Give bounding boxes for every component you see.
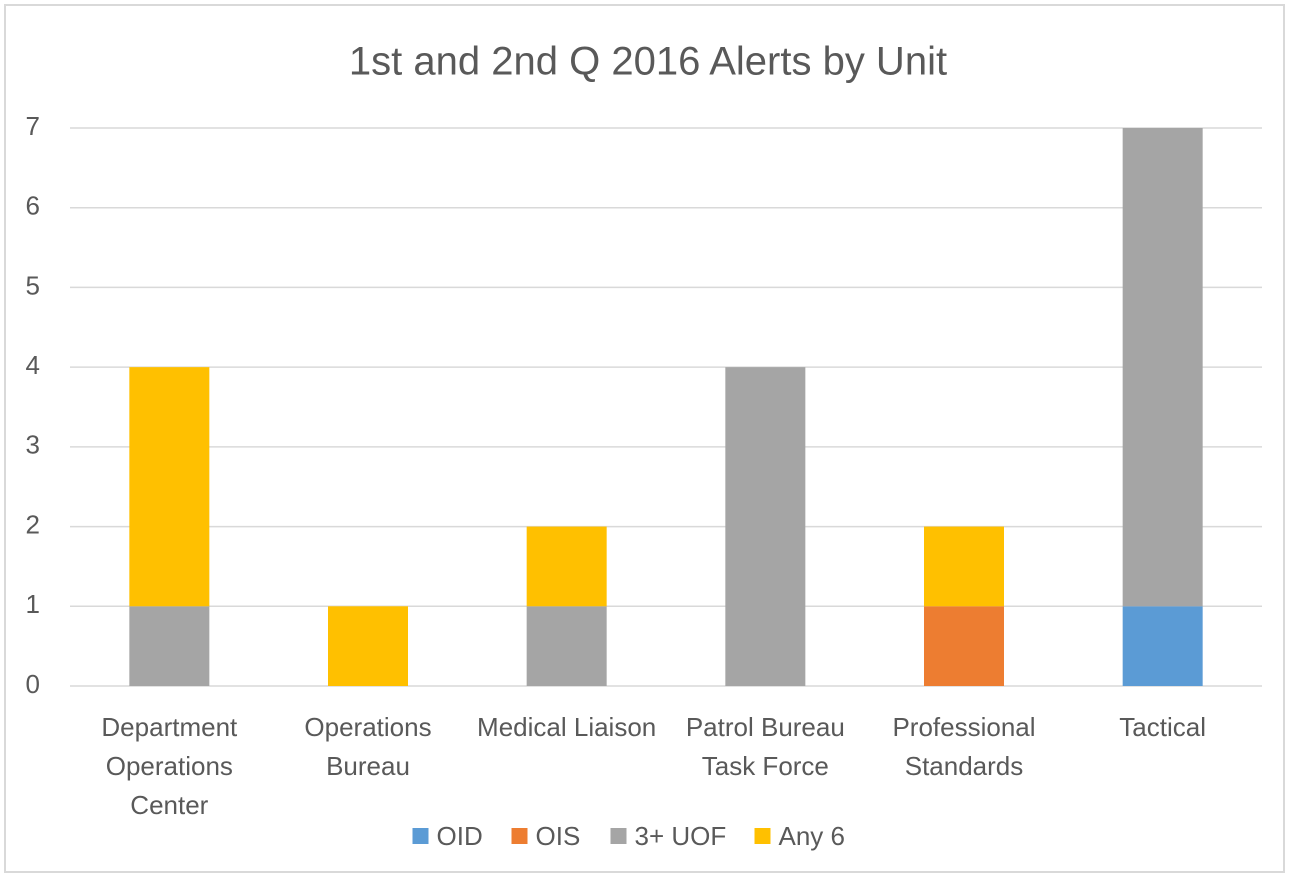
bar-segment (129, 367, 210, 607)
x-tick-label: Professional Standards (892, 712, 1036, 781)
y-tick-label: 6 (26, 191, 40, 221)
y-tick-label: 7 (26, 111, 40, 141)
legend-swatch (511, 828, 528, 844)
y-tick-label: 0 (26, 669, 40, 699)
x-tick-label: Patrol Bureau Task Force (685, 712, 845, 781)
x-tick-label: Operations Bureau (304, 712, 432, 781)
legend-swatch (412, 828, 429, 844)
y-tick-label: 5 (26, 270, 40, 300)
bar-segment (328, 606, 408, 686)
legend-label: Any 6 (779, 821, 846, 851)
legend-label: OIS (536, 821, 581, 851)
bar-segment (526, 526, 607, 607)
y-tick-label: 4 (26, 350, 40, 380)
legend-swatch (610, 828, 627, 844)
chart-frame (4, 4, 1285, 873)
x-tick-label: Department Operations Center (101, 712, 238, 820)
y-tick-label: 3 (26, 430, 40, 460)
y-tick-label: 2 (26, 509, 40, 539)
legend-label: 3+ UOF (635, 821, 727, 851)
legend-label: OID (437, 821, 483, 851)
bar-segment (924, 606, 1004, 686)
x-tick-label: Tactical (1119, 712, 1206, 742)
bar-segment (725, 367, 806, 686)
legend-swatch (754, 828, 771, 844)
y-tick-label: 1 (26, 589, 40, 619)
bar-segment (1122, 606, 1203, 686)
bar-segment (1122, 128, 1203, 607)
bar-segment (526, 606, 607, 686)
bar-segment (924, 526, 1004, 607)
bar-segment (129, 606, 210, 686)
x-tick-label: Medical Liaison (477, 712, 657, 742)
chart-title: 1st and 2nd Q 2016 Alerts by Unit (349, 40, 947, 84)
